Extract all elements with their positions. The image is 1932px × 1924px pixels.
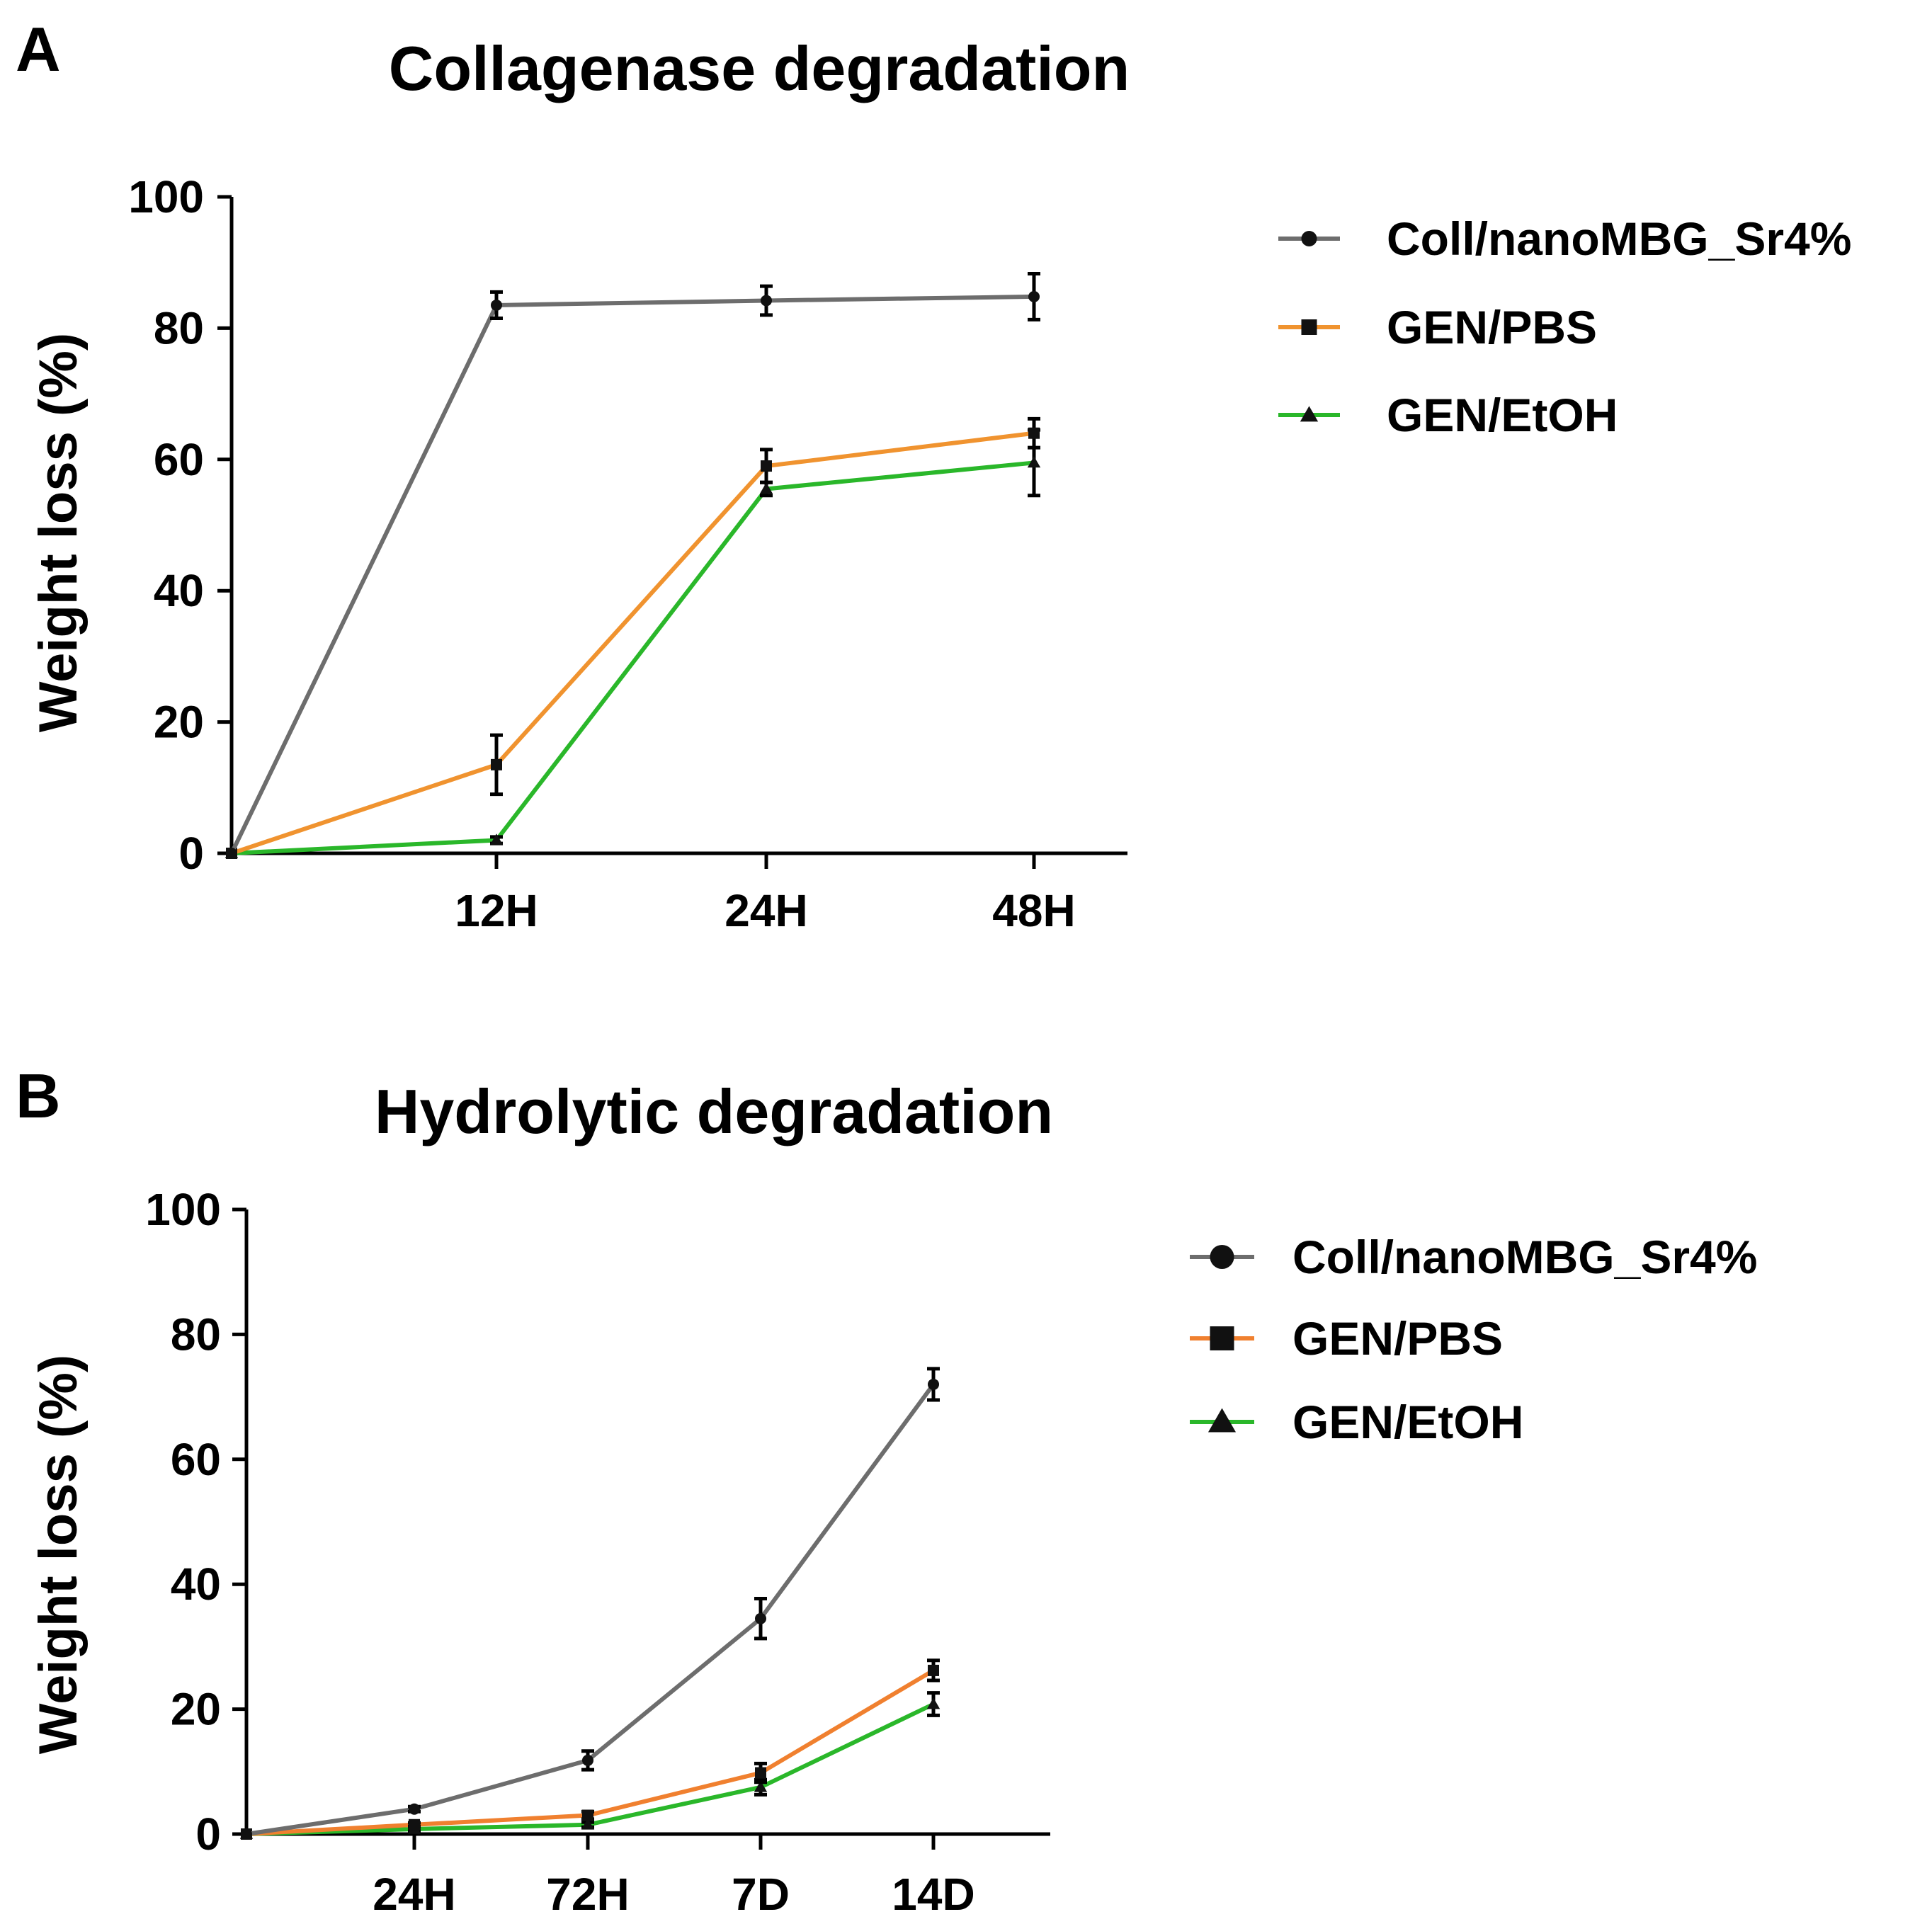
legend-b: Coll/nanoMBG_Sr4% GEN/PBS GEN/EtOH <box>1190 1231 1757 1448</box>
data-point-gen-pbs-a <box>1028 427 1040 439</box>
legend-marker-gen-etoh <box>1300 406 1319 422</box>
x-tick-label-b: 72H <box>546 1869 629 1920</box>
legend-marker-gen-pbs <box>1210 1326 1234 1350</box>
legend-label-gen-pbs: GEN/PBS <box>1387 301 1597 353</box>
y-tick-label-a: 20 <box>154 697 204 748</box>
x-tick-label-a: 12H <box>455 885 538 936</box>
series-line-gen-etoh-a <box>231 460 1035 855</box>
data-point-gen-pbs-b <box>755 1767 766 1779</box>
chart-title-a: Collagenase degradation <box>389 33 1130 103</box>
y-tick-label-a: 60 <box>154 434 204 485</box>
data-point-coll-nanombg-sr4-a <box>761 295 772 307</box>
y-axis-label-b: Weight loss (%) <box>28 1355 89 1754</box>
y-axis-label-a: Weight loss (%) <box>28 333 89 732</box>
x-tick-label-b: 24H <box>373 1869 455 1920</box>
data-point-coll-nanombg-sr4-b <box>409 1803 420 1815</box>
legend-label-gen-etoh: GEN/EtOH <box>1387 389 1618 441</box>
legend-marker-coll-nanombg-sr4 <box>1210 1245 1234 1269</box>
y-tick-label-b: 20 <box>171 1684 221 1735</box>
y-tick-label-a: 40 <box>154 565 204 616</box>
y-tick-label-b: 80 <box>171 1309 221 1360</box>
legend-label-gen-etoh: GEN/EtOH <box>1292 1396 1523 1448</box>
data-point-gen-pbs-a <box>491 758 502 770</box>
data-point-gen-pbs-b <box>582 1809 593 1821</box>
data-point-coll-nanombg-sr4-a <box>226 848 237 859</box>
panel-letter-a: A <box>16 14 61 84</box>
panel-a: A Collagenase degradation Weight loss (%… <box>16 14 1851 936</box>
data-point-gen-etoh-a <box>759 482 773 494</box>
legend-a: Coll/nanoMBG_Sr4% GEN/PBS GEN/EtOH <box>1278 212 1851 441</box>
series-line-coll-nanombg-sr4-a <box>229 294 1035 855</box>
data-point-coll-nanombg-sr4-b <box>582 1754 593 1766</box>
chart-title-b: Hydrolytic degradation <box>375 1076 1053 1146</box>
series-line-gen-pbs-a <box>231 431 1035 855</box>
data-point-gen-etoh-a <box>1027 456 1041 468</box>
y-tick-label-a: 80 <box>154 302 204 353</box>
y-tick-label-b: 100 <box>145 1184 221 1235</box>
panel-letter-b: B <box>16 1061 61 1131</box>
legend-marker-coll-nanombg-sr4 <box>1301 231 1317 246</box>
data-point-coll-nanombg-sr4-b <box>241 1828 252 1840</box>
y-tick-label-a: 0 <box>178 828 204 879</box>
legend-marker-gen-pbs <box>1301 319 1317 335</box>
legend-label-coll-nanombg-sr4: Coll/nanoMBG_Sr4% <box>1387 212 1851 265</box>
x-tick-label-b: 7D <box>732 1869 790 1920</box>
series-line-coll-nanombg-sr4-b <box>246 1383 936 1836</box>
x-tick-label-a: 24H <box>724 885 807 936</box>
x-tick-label-b: 14D <box>892 1869 974 1920</box>
data-point-gen-pbs-a <box>761 460 772 472</box>
x-tick-label-a: 48H <box>992 885 1075 936</box>
data-point-coll-nanombg-sr4-a <box>491 299 502 311</box>
data-point-coll-nanombg-sr4-a <box>1028 290 1040 302</box>
data-point-coll-nanombg-sr4-b <box>755 1612 766 1624</box>
legend-label-coll-nanombg-sr4: Coll/nanoMBG_Sr4% <box>1292 1231 1757 1283</box>
data-point-gen-pbs-b <box>928 1664 939 1676</box>
data-point-gen-etoh-b <box>926 1697 941 1709</box>
data-point-gen-etoh-a <box>489 833 504 846</box>
data-point-coll-nanombg-sr4-b <box>928 1378 939 1390</box>
data-point-gen-pbs-b <box>409 1818 420 1831</box>
legend-marker-gen-etoh <box>1208 1408 1237 1433</box>
data-point-gen-etoh-b <box>754 1780 768 1792</box>
y-tick-label-b: 0 <box>195 1809 221 1860</box>
y-tick-label-a: 100 <box>128 171 204 222</box>
legend-label-gen-pbs: GEN/PBS <box>1292 1312 1503 1365</box>
panel-b: B Hydrolytic degradation Weight loss (%)… <box>16 1061 1757 1920</box>
y-tick-label-b: 40 <box>171 1559 221 1610</box>
y-tick-label-b: 60 <box>171 1434 221 1485</box>
data-point-gen-etoh-b <box>581 1818 595 1830</box>
